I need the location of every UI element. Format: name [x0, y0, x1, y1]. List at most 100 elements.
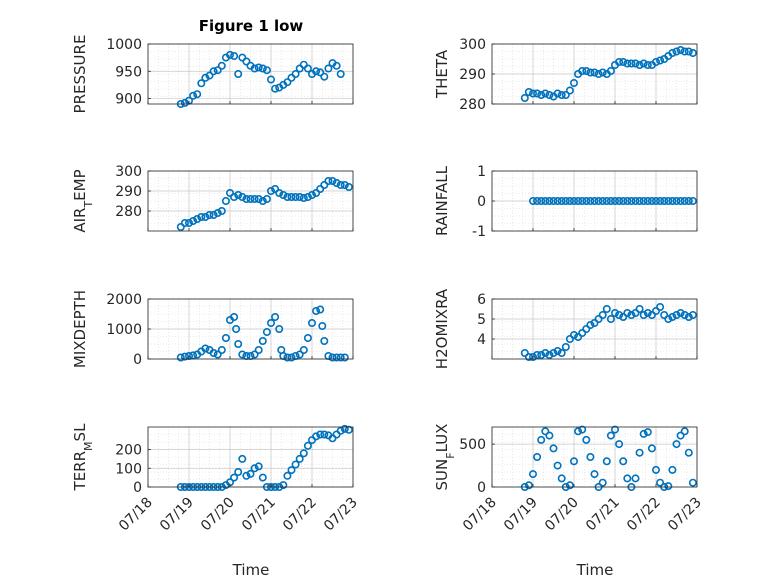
y-axis-label: SUNFLUX	[433, 424, 457, 491]
x-tick-label: 07/20	[198, 495, 238, 535]
data-point	[680, 427, 689, 436]
data-point	[180, 219, 189, 228]
data-point	[590, 470, 599, 479]
data-point	[312, 189, 321, 198]
data-point	[680, 197, 689, 206]
figure-title-group: Figure 1 low	[199, 17, 304, 35]
data-point	[639, 429, 648, 438]
data-point	[234, 467, 243, 476]
data-point	[283, 353, 292, 362]
data-point	[250, 350, 259, 359]
data-point	[623, 474, 632, 483]
data-point	[328, 353, 337, 362]
x-tick-label: 07/22	[280, 495, 320, 535]
data-point	[226, 50, 235, 59]
data-point	[647, 444, 656, 453]
right-column-xlabel: Time	[576, 561, 614, 579]
data-point	[332, 353, 341, 362]
y-axis-label: PRESSURE	[71, 35, 89, 114]
data-point	[307, 191, 316, 200]
data-point	[303, 333, 312, 342]
y-axis-label: TERRMSL	[71, 423, 95, 492]
data-point	[561, 342, 570, 351]
data-point	[619, 57, 628, 66]
data-point	[524, 88, 533, 97]
data-point	[684, 312, 693, 321]
data-point	[524, 352, 533, 361]
data-point	[266, 318, 275, 327]
data-point	[565, 86, 574, 95]
y-axis-label: MIXDEPTH	[71, 290, 89, 368]
data-point	[189, 351, 198, 360]
y-tick-label: 4	[477, 332, 486, 348]
data-point	[189, 91, 198, 100]
data-point	[217, 207, 226, 216]
data-point	[668, 48, 677, 57]
y-tick-label: 900	[115, 92, 142, 108]
data-point	[209, 211, 218, 220]
data-point	[590, 318, 599, 327]
data-point	[528, 470, 537, 479]
data-point	[250, 195, 259, 204]
x-tick-label: 07/20	[542, 495, 582, 535]
data-point	[606, 314, 615, 323]
figure-title: Figure 1 low	[199, 17, 304, 35]
data-point	[615, 57, 624, 66]
data-point	[639, 59, 648, 68]
data-point	[651, 57, 660, 66]
data-point	[320, 72, 329, 81]
data-point	[582, 197, 591, 206]
data-point	[209, 348, 218, 357]
axes-frame	[491, 426, 698, 488]
data-point	[656, 197, 665, 206]
data-point	[307, 318, 316, 327]
data-point	[651, 465, 660, 474]
data-point	[271, 84, 280, 93]
data-point	[217, 61, 226, 70]
data-point	[615, 197, 624, 206]
data-point	[213, 209, 222, 218]
data-point	[545, 91, 554, 100]
data-point	[238, 454, 247, 463]
data-point	[336, 181, 345, 190]
data-point	[684, 197, 693, 206]
data-point	[258, 473, 267, 482]
data-point	[545, 197, 554, 206]
y-tick-label: 5	[477, 312, 486, 328]
data-point	[578, 197, 587, 206]
subplot-pressure: 900 950 1000 PRESSURE	[71, 35, 354, 114]
data-point	[569, 197, 578, 206]
subplot-mixdepth: 0 1000 2000 MIXDEPTH	[71, 290, 354, 368]
data-point	[287, 193, 296, 202]
data-point	[631, 197, 640, 206]
data-point	[230, 312, 239, 321]
data-point	[221, 333, 230, 342]
data-point	[217, 345, 226, 354]
data-point	[606, 67, 615, 76]
data-point	[533, 89, 542, 98]
data-point	[324, 177, 333, 186]
data-point	[320, 336, 329, 345]
data-point	[688, 478, 697, 487]
data-point	[586, 68, 595, 77]
data-point	[627, 59, 636, 68]
data-point	[201, 213, 210, 222]
data-point	[553, 461, 562, 470]
data-point	[676, 308, 685, 317]
data-point	[643, 60, 652, 69]
data-point	[230, 193, 239, 202]
data-point	[213, 350, 222, 359]
y-tick-label: 280	[459, 97, 486, 113]
data-point	[619, 197, 628, 206]
data-point	[569, 330, 578, 339]
data-point	[295, 454, 304, 463]
data-point	[258, 336, 267, 345]
data-point	[602, 304, 611, 313]
y-tick-label: 0	[477, 480, 486, 496]
data-point	[180, 352, 189, 361]
data-point	[643, 308, 652, 317]
data-point	[549, 444, 558, 453]
data-point	[537, 350, 546, 359]
data-point	[688, 310, 697, 319]
x-axis-titles: Time Time	[232, 561, 614, 579]
